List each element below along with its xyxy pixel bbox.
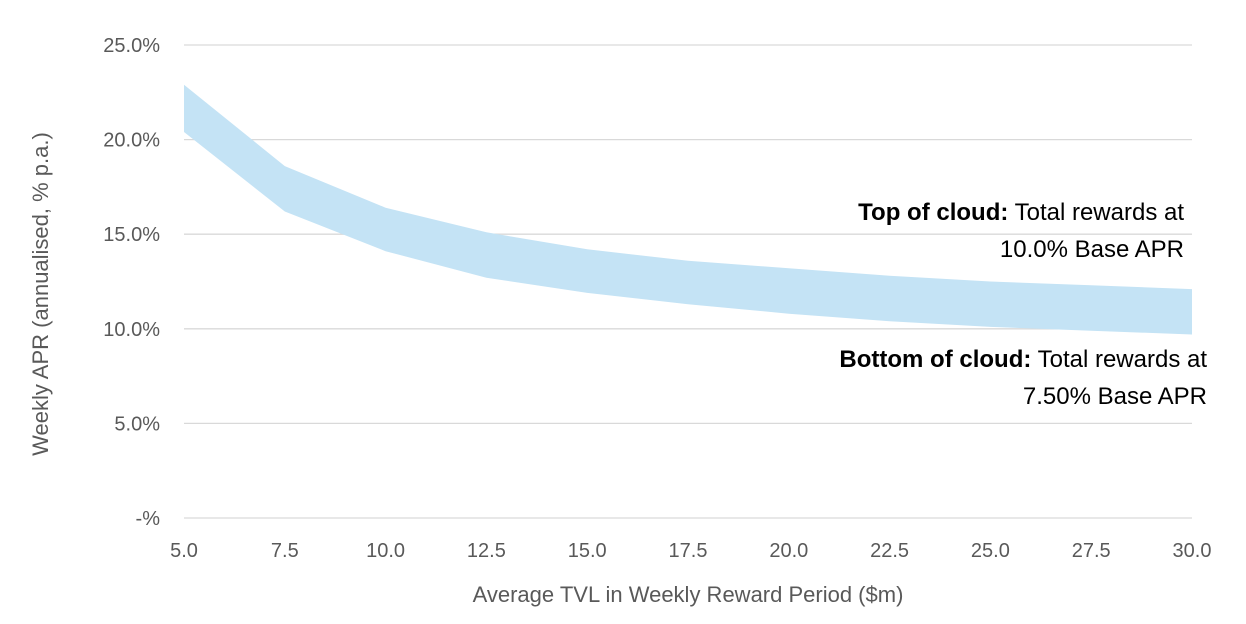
y-tick-label: 15.0% [103, 224, 160, 246]
x-tick-label: 25.0 [971, 540, 1010, 562]
annotation-top-text-1: Total rewards at [1008, 199, 1184, 226]
y-tick-label: -% [136, 508, 161, 530]
y-tick-label: 10.0% [103, 319, 160, 341]
annotation-top-of-cloud: Top of cloud: Total rewards at 10.0% Bas… [858, 199, 1184, 263]
annotation-bottom-text-2: 7.50% Base APR [1023, 383, 1207, 410]
x-tick-label: 7.5 [271, 540, 299, 562]
x-tick-label: 27.5 [1072, 540, 1111, 562]
y-tick-label: 5.0% [114, 413, 160, 435]
svg-text:Bottom of cloud: Total rewards: Bottom of cloud: Total rewards at [839, 346, 1207, 373]
x-tick-label: 30.0 [1173, 540, 1212, 562]
svg-text:Top of cloud: Total rewards at: Top of cloud: Total rewards at [858, 199, 1184, 226]
apr-cloud-band [184, 84, 1192, 335]
annotation-bottom-bold: Bottom of cloud: [839, 346, 1031, 373]
x-tick-label: 12.5 [467, 540, 506, 562]
annotation-top-text-2: 10.0% Base APR [1000, 236, 1184, 263]
x-tick-label: 17.5 [669, 540, 708, 562]
y-axis-ticks: -% 5.0% 10.0% 15.0% 20.0% 25.0% [103, 35, 160, 530]
annotation-top-bold: Top of cloud: [858, 199, 1008, 226]
y-axis-title: Weekly APR (annualised, % p.a.) [28, 132, 53, 456]
annotation-bottom-text-1: Total rewards at [1031, 346, 1207, 373]
y-tick-label: 20.0% [103, 130, 160, 152]
y-tick-label: 25.0% [103, 35, 160, 57]
x-tick-label: 10.0 [366, 540, 405, 562]
x-axis-title: Average TVL in Weekly Reward Period ($m) [473, 582, 904, 607]
x-tick-label: 22.5 [870, 540, 909, 562]
annotation-bottom-of-cloud: Bottom of cloud: Total rewards at 7.50% … [839, 346, 1207, 410]
x-axis-ticks: 5.0 7.5 10.0 12.5 15.0 17.5 20.0 22.5 25.0 27.5 30… [170, 540, 1211, 562]
x-tick-label: 5.0 [170, 540, 198, 562]
x-tick-label: 20.0 [769, 540, 808, 562]
x-tick-label: 15.0 [568, 540, 607, 562]
